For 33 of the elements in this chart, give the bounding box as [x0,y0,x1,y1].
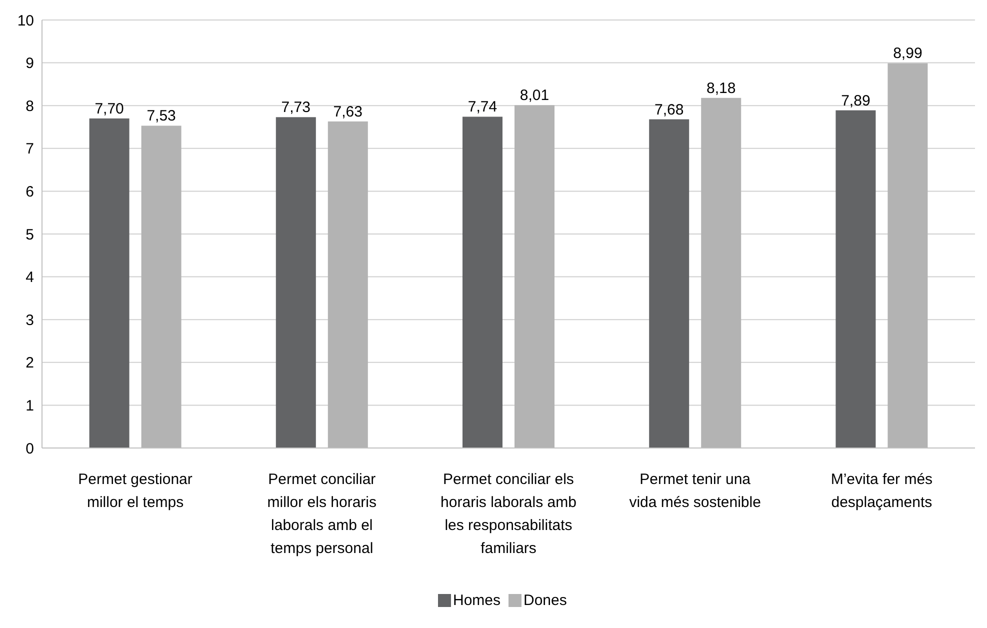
y-tick-label: 9 [26,55,34,72]
x-tick-label: Permet tenir una vida més sostenible [629,471,761,511]
data-label: 7,74 [468,98,498,116]
y-tick-label: 6 [26,183,34,200]
data-label: 7,89 [841,92,870,110]
bar [462,116,502,448]
y-tick-label: 2 [26,354,34,372]
y-tick-label: 3 [26,312,34,329]
bar [649,119,690,448]
y-tick-label: 5 [26,226,34,244]
data-label: 8,99 [893,45,922,62]
y-tick-label: 7 [26,140,34,158]
data-label: 8,01 [520,87,550,104]
x-tick-label: Permet gestionar millor el temps [78,471,192,511]
bar [836,110,876,448]
y-tick-label: 4 [26,269,34,286]
data-label: 7,73 [281,99,310,116]
y-tick-label: 8 [26,98,34,115]
bar [276,117,316,448]
y-tick-label: 10 [17,12,34,30]
data-label: 7,53 [146,108,176,125]
bar [89,118,130,448]
data-label: 8,18 [706,80,736,97]
x-tick-label: Permet conciliar els horaris laborals amb les responsabilitats familiars [440,471,576,557]
data-label: 7,63 [333,103,362,120]
data-label: 7,68 [654,101,684,118]
y-tick-label: 0 [26,440,34,458]
legend-label: Dones [524,592,567,609]
legend-label: Homes [453,592,501,609]
y-tick-label: 1 [26,397,34,414]
data-label: 7,70 [94,100,124,118]
x-tick-label: Permet conciliar millor els horaris laborals amb el temps personal [267,471,376,557]
x-tick-label: M’evita fer més desplaçaments [830,471,933,511]
